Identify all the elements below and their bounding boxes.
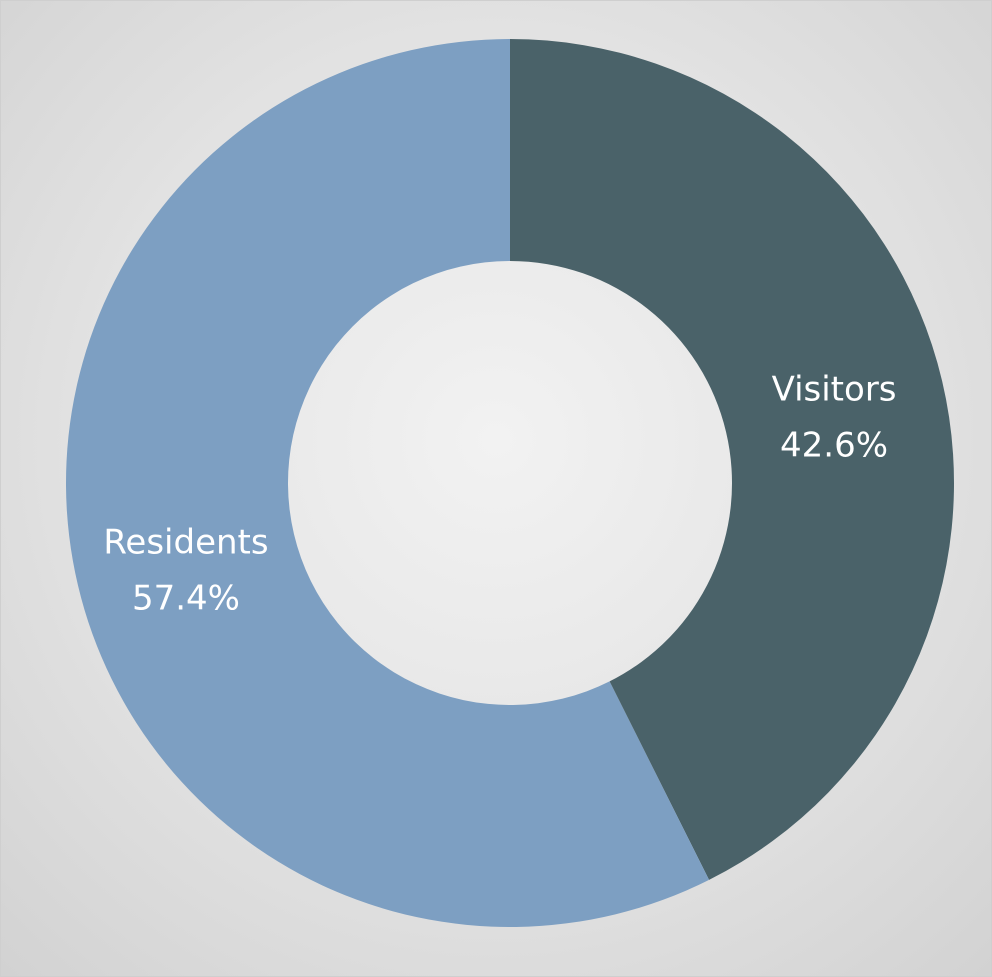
slice-residents <box>66 39 710 927</box>
slice-label-residents: Residents <box>103 523 268 563</box>
donut-slices <box>66 39 954 927</box>
donut-labels: Visitors 42.6% Residents 57.4% <box>103 369 896 618</box>
slice-label-visitors: Visitors <box>772 369 897 409</box>
slice-value-residents: 57.4% <box>132 579 240 619</box>
slice-visitors <box>510 39 954 880</box>
slice-value-visitors: 42.6% <box>780 425 888 465</box>
